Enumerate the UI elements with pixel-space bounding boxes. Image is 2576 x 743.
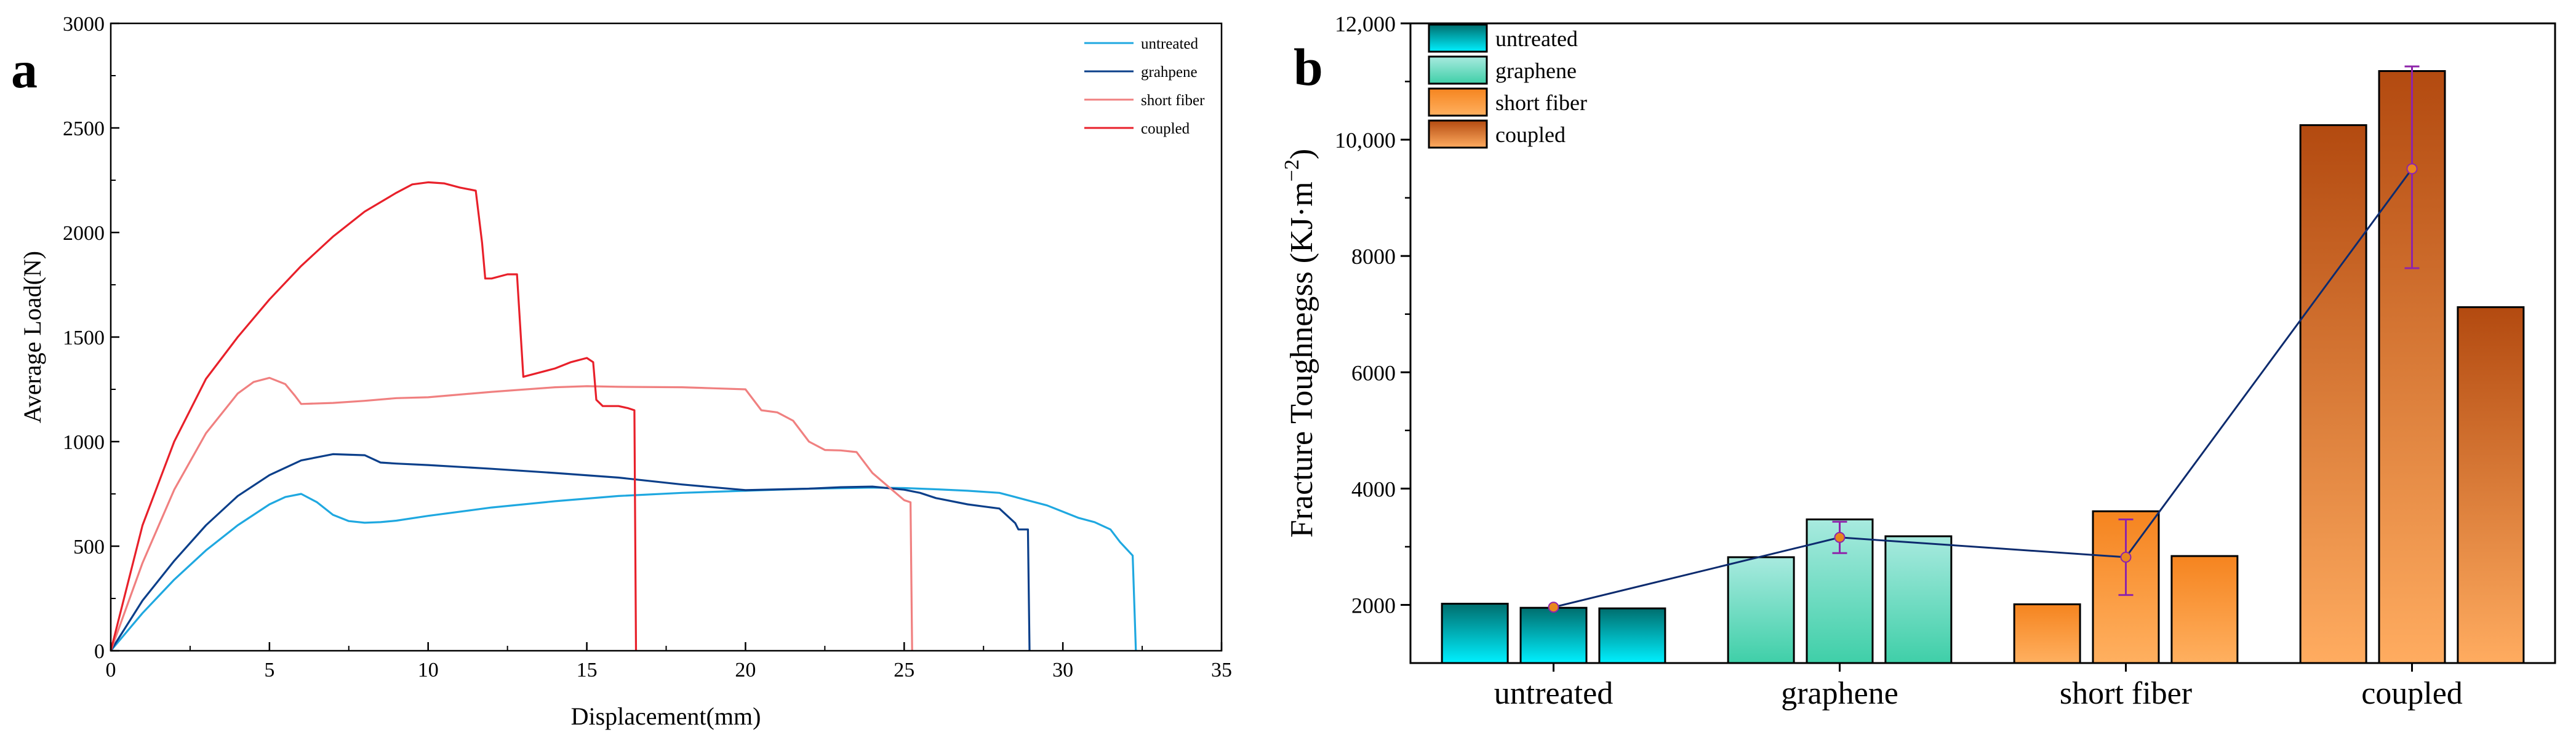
series-lines <box>110 181 1137 652</box>
bar-graphene-3 <box>1884 535 1953 664</box>
y-tick-label: 2000 <box>63 222 105 245</box>
legend-entry: graphene <box>1495 58 1577 83</box>
category-label: untreated <box>1494 676 1613 711</box>
bar-coupled-3 <box>2457 306 2525 664</box>
y-axis-title-a: Average Load(N) <box>18 251 46 423</box>
bar-untreated-2 <box>1519 606 1588 664</box>
y-tick-label: 3000 <box>63 13 105 36</box>
y-tick-label: 10,000 <box>1335 128 1396 153</box>
bar-short-fiber-3 <box>2170 555 2239 664</box>
bar-coupled-1 <box>2299 124 2367 664</box>
legend-swatch <box>1428 119 1488 149</box>
y-tick-label: 6000 <box>1351 360 1396 385</box>
x-axis-title-a: Displacement(mm) <box>571 702 761 730</box>
bar-untreated-1 <box>1441 603 1509 664</box>
x-tick-label: 15 <box>577 659 598 681</box>
legend-entry: coupled <box>1495 122 1566 147</box>
legend-entry: untreated <box>1141 36 1199 52</box>
y-tick-label: 1000 <box>63 431 105 454</box>
y-tick-label: 1500 <box>63 327 105 349</box>
legend-b: untreated graphene short fiber coupled <box>1428 23 1587 149</box>
category-label: short fiber <box>2060 676 2192 711</box>
axis-ticks-b: 2000 4000 6000 8000 10,000 12,000 untreated gra… <box>1335 12 2463 711</box>
panel-label-b: b <box>1294 38 1323 97</box>
x-tick-label: 30 <box>1052 659 1073 681</box>
plot-frame-b <box>1409 22 2556 664</box>
series-line-untreated <box>110 487 1137 652</box>
y-tick-label: 4000 <box>1351 477 1396 501</box>
mean-line-overlay <box>1548 65 2420 613</box>
mean-point <box>1834 531 1846 543</box>
y-tick-label: 2000 <box>1351 593 1396 618</box>
y-tick-label: 8000 <box>1351 244 1396 269</box>
y-axis-title-b-main: Fracture Toughnegss (KJ·m <box>1284 181 1319 538</box>
legend-swatch <box>1428 23 1488 53</box>
legend-entry: short fiber <box>1141 92 1205 109</box>
fracture-toughness-chart: b 2000 4000 6000 8000 10,000 12,000 untreated g… <box>1281 12 2556 711</box>
axis-ticks-a: 0 5 10 15 20 25 30 35 0 500 1000 1500 2000 2500 3000 <box>63 13 1232 681</box>
y-tick-label: 2500 <box>63 117 105 140</box>
legend-entry: coupled <box>1141 121 1190 137</box>
panel-label-a: a <box>11 40 38 99</box>
series-line-grahpene <box>110 453 1031 651</box>
legend-swatch <box>1428 87 1488 117</box>
mean-point <box>2406 163 2418 175</box>
x-tick-label: 25 <box>894 659 914 681</box>
category-label: coupled <box>2361 676 2463 711</box>
y-tick-label: 0 <box>94 640 105 663</box>
y-tick-label: 500 <box>73 536 105 558</box>
mean-point <box>2120 551 2132 563</box>
bars <box>1441 70 2525 664</box>
load-displacement-chart: a 0 5 10 15 20 25 30 35 0 500 1000 1500 2000 2500 3000… <box>11 13 1232 730</box>
category-label: graphene <box>1781 676 1898 711</box>
x-tick-label: 5 <box>264 659 274 681</box>
plot-frame-a <box>110 22 1223 652</box>
mean-trend-line <box>1553 168 2413 608</box>
legend-entry: short fiber <box>1495 90 1587 115</box>
y-axis-title-b: Fracture Toughnegss (KJ·m−2) <box>1281 149 1319 538</box>
mean-point <box>1548 602 1559 613</box>
x-tick-label: 0 <box>106 659 116 681</box>
x-tick-label: 10 <box>418 659 439 681</box>
bar-short-fiber-1 <box>2013 603 2081 664</box>
legend-a: untreated grahpene short fiber coupled <box>1084 36 1205 137</box>
y-axis-title-b-close: ) <box>1284 149 1319 159</box>
series-line-short-fiber <box>110 376 913 651</box>
y-tick-label: 12,000 <box>1335 12 1396 36</box>
x-tick-label: 20 <box>735 659 756 681</box>
y-axis-title-b-sup: −2 <box>1281 159 1303 181</box>
series-line-coupled <box>110 181 638 651</box>
bar-graphene-1 <box>1727 556 1795 664</box>
legend-swatch <box>1428 55 1488 85</box>
legend-entry: grahpene <box>1141 64 1198 81</box>
legend-entry: untreated <box>1495 26 1578 51</box>
x-tick-label: 35 <box>1211 659 1232 681</box>
bar-untreated-3 <box>1598 607 1666 664</box>
